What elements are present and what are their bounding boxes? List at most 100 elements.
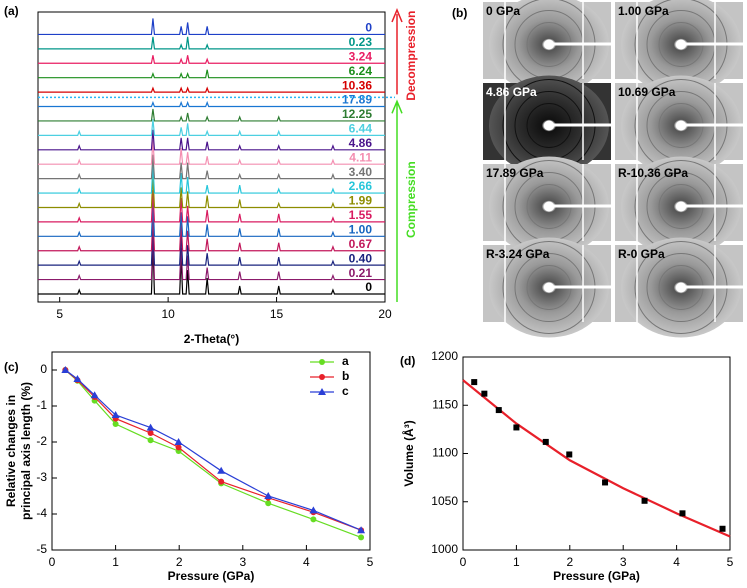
series-line bbox=[64, 369, 362, 531]
x-tick-label: 1 bbox=[112, 555, 119, 569]
beam-center bbox=[544, 201, 554, 212]
y-tick-label: 0 bbox=[40, 362, 47, 376]
point bbox=[566, 451, 573, 458]
x-tick-label: 2 bbox=[566, 555, 573, 569]
pattern-line bbox=[38, 245, 385, 295]
x-tick-label: 4 bbox=[303, 555, 310, 569]
beam-center bbox=[544, 120, 554, 131]
series-label: 6.44 bbox=[349, 122, 373, 136]
y-axis-label: Volume (Å³) bbox=[401, 420, 416, 486]
beam-stop bbox=[681, 285, 743, 289]
legend-label: a bbox=[342, 354, 349, 368]
pattern-line bbox=[38, 119, 385, 136]
fit-line bbox=[462, 379, 731, 538]
image-label: 1.00 GPa bbox=[618, 4, 669, 18]
diffraction-image: 0 GPa bbox=[483, 0, 611, 95]
pattern-line bbox=[38, 69, 385, 79]
series-label: 0 bbox=[365, 280, 372, 294]
legend-label: b bbox=[342, 369, 349, 383]
diffraction-image: R-10.36 GPa bbox=[615, 156, 743, 257]
marker bbox=[264, 492, 273, 499]
marker bbox=[358, 534, 365, 541]
series-label: 3.24 bbox=[349, 49, 373, 63]
x-tick-label: 5 bbox=[727, 555, 734, 569]
panel-label: (d) bbox=[400, 354, 415, 368]
plot-frame bbox=[462, 356, 731, 551]
legend-marker bbox=[318, 388, 326, 395]
point bbox=[513, 424, 520, 431]
series-label: 6.24 bbox=[349, 64, 373, 78]
x-tick-label: 3 bbox=[239, 555, 246, 569]
legend-marker bbox=[319, 374, 325, 380]
beam-stop bbox=[549, 285, 611, 289]
pattern-line bbox=[38, 200, 385, 237]
y-tick-label: -3 bbox=[36, 470, 47, 484]
x-axis-label: 2-Theta(°) bbox=[184, 332, 239, 346]
series-line bbox=[64, 369, 362, 538]
image-label: R-10.36 GPa bbox=[618, 166, 688, 180]
diffraction-image: 10.69 GPa bbox=[615, 75, 743, 176]
beam-center bbox=[676, 120, 686, 131]
legend-marker bbox=[319, 359, 325, 365]
y-tick-label: 1100 bbox=[432, 446, 458, 460]
x-tick-label: 10 bbox=[161, 307, 175, 321]
x-axis-label: Pressure (GPa) bbox=[553, 569, 640, 583]
beam-center bbox=[676, 39, 686, 50]
x-tick-label: 5 bbox=[367, 555, 374, 569]
diffraction-image: R-3.24 GPa bbox=[483, 237, 611, 338]
marker bbox=[112, 421, 119, 427]
pattern-line bbox=[38, 36, 385, 50]
arrow bbox=[391, 99, 403, 302]
point bbox=[481, 390, 488, 397]
image-label: 17.89 GPa bbox=[486, 166, 544, 180]
x-tick-label: 1 bbox=[513, 555, 520, 569]
annotation: Compression bbox=[404, 161, 418, 238]
pattern-line bbox=[38, 140, 385, 165]
x-tick-label: 0 bbox=[49, 555, 56, 569]
marker bbox=[147, 430, 154, 436]
x-tick-label: 5 bbox=[56, 307, 63, 321]
series-label: 4.86 bbox=[349, 136, 373, 150]
pattern-line bbox=[38, 108, 385, 122]
series-label: 12.25 bbox=[342, 107, 372, 121]
x-tick-label: 0 bbox=[460, 555, 467, 569]
beam-stop bbox=[681, 42, 743, 46]
marker bbox=[90, 391, 99, 399]
series-label: 10.36 bbox=[342, 78, 372, 92]
marker bbox=[61, 366, 70, 373]
beam-stop bbox=[549, 204, 611, 208]
pattern-line bbox=[38, 154, 385, 180]
beam-center bbox=[544, 282, 554, 293]
pattern-line bbox=[38, 100, 385, 108]
pattern-line bbox=[38, 235, 385, 281]
marker bbox=[174, 438, 183, 445]
plot-frame bbox=[51, 351, 371, 551]
y-axis-label: Relative changes in bbox=[4, 395, 18, 507]
annotation: Decompression bbox=[404, 11, 418, 101]
point bbox=[679, 510, 686, 517]
series-label: 0.40 bbox=[349, 251, 373, 265]
pattern-line bbox=[38, 225, 385, 266]
marker bbox=[73, 375, 82, 382]
marker bbox=[265, 500, 272, 507]
legend-label: c bbox=[342, 384, 349, 398]
pattern-line bbox=[38, 165, 385, 194]
y-tick-label: 1150 bbox=[432, 397, 458, 411]
x-tick-label: 20 bbox=[378, 307, 392, 321]
pattern-line bbox=[38, 86, 385, 93]
arrow bbox=[391, 8, 403, 95]
series-label: 1.99 bbox=[349, 194, 373, 208]
diffraction-image: R-0 GPa bbox=[615, 237, 743, 338]
series-label: 0.23 bbox=[349, 35, 373, 49]
beam-center bbox=[544, 39, 554, 50]
point bbox=[542, 438, 549, 445]
pattern-line bbox=[38, 214, 385, 252]
y-tick-label: 1000 bbox=[431, 542, 458, 556]
y-tick-label: 1050 bbox=[431, 494, 458, 508]
diffraction-image: 4.86 GPa bbox=[483, 75, 611, 176]
series-line bbox=[64, 369, 362, 531]
plot-frame bbox=[37, 11, 386, 303]
series-label: 2.66 bbox=[349, 179, 373, 193]
diffraction-image: 1.00 GPa bbox=[615, 0, 743, 95]
